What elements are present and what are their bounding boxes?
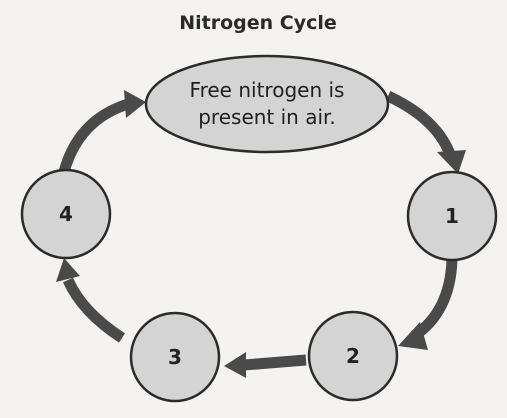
node-4: 4 bbox=[20, 168, 112, 260]
arrow-3-to-4 bbox=[56, 258, 126, 343]
node-free-nitrogen: Free nitrogen is present in air. bbox=[144, 54, 390, 154]
free-nitrogen-ellipse bbox=[144, 54, 390, 154]
node-2: 2 bbox=[307, 310, 399, 402]
node-2-circle bbox=[307, 310, 399, 402]
node-1-circle bbox=[406, 170, 498, 262]
node-4-label: 4 bbox=[59, 202, 73, 226]
arrow-2-to-3 bbox=[224, 352, 307, 378]
node-3-label: 3 bbox=[168, 345, 182, 369]
node-3: 3 bbox=[129, 311, 221, 403]
node-1-label: 1 bbox=[445, 204, 459, 228]
node-4-circle bbox=[20, 168, 112, 260]
diagram-title: Nitrogen Cycle bbox=[179, 12, 337, 34]
node-3-circle bbox=[129, 311, 221, 403]
node-1: 1 bbox=[406, 170, 498, 262]
node-2-label: 2 bbox=[346, 344, 360, 368]
free-nitrogen-line2: present in air. bbox=[198, 105, 336, 129]
arrow-air-to-1 bbox=[385, 91, 466, 174]
free-nitrogen-line1: Free nitrogen is bbox=[190, 78, 345, 102]
arrow-1-to-2 bbox=[398, 259, 458, 350]
arrow-4-to-air bbox=[58, 90, 146, 174]
